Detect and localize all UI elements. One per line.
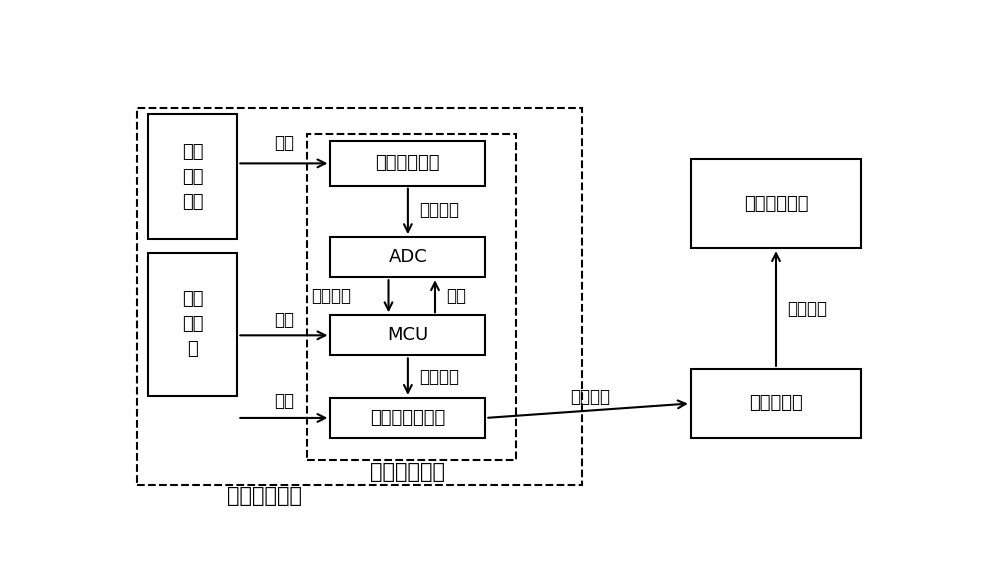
Bar — [307, 135, 516, 461]
Text: 机器人上位机: 机器人上位机 — [744, 194, 808, 213]
Text: 温度数据: 温度数据 — [570, 387, 610, 405]
Text: 温度: 温度 — [274, 135, 294, 153]
Bar — [148, 114, 237, 240]
Text: 无线传输模块: 无线传输模块 — [370, 462, 445, 481]
Bar — [330, 316, 485, 356]
Text: 供电: 供电 — [447, 288, 467, 306]
Text: 超级
电容
器: 超级 电容 器 — [182, 290, 204, 358]
Bar — [691, 369, 861, 438]
Bar — [330, 141, 485, 186]
Text: 无线测温模块: 无线测温模块 — [227, 486, 302, 506]
Bar — [330, 398, 485, 438]
Text: 温度数据: 温度数据 — [420, 201, 460, 219]
Bar — [148, 253, 237, 396]
Text: 温度感知模块: 温度感知模块 — [376, 154, 440, 172]
Text: ADC: ADC — [388, 248, 427, 266]
Text: 外部接收器: 外部接收器 — [749, 394, 803, 412]
Text: MCU: MCU — [387, 327, 428, 345]
Text: 温度数据: 温度数据 — [311, 288, 351, 306]
Bar — [691, 159, 861, 248]
Text: 供电: 供电 — [274, 311, 294, 329]
Bar — [137, 107, 582, 485]
Text: 低功耗无线模块: 低功耗无线模块 — [370, 409, 446, 427]
Text: 温度数据: 温度数据 — [788, 299, 828, 317]
Text: 供电: 供电 — [274, 392, 294, 410]
Text: 温度
感知
钻针: 温度 感知 钻针 — [182, 143, 204, 211]
Text: 温度数据: 温度数据 — [420, 368, 460, 386]
Bar — [330, 237, 485, 277]
